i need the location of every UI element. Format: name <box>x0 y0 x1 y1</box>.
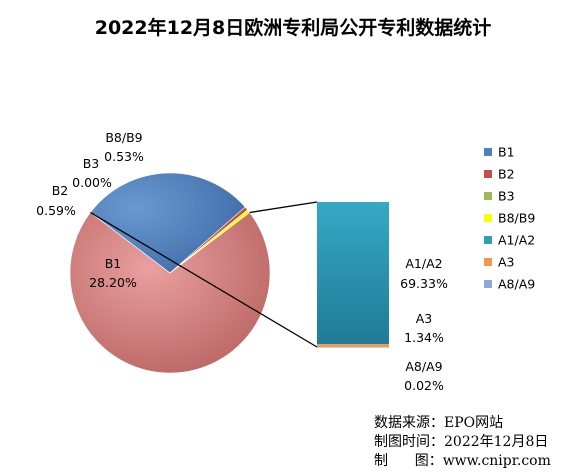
pie-percent-b1: 28.20% <box>89 275 137 290</box>
bar-segment-a3 <box>317 344 389 347</box>
source-line-2: 制图时间：2022年12月8日 <box>374 434 548 450</box>
pie-slice-other <box>69 212 271 374</box>
pie-percent-b3: 0.00% <box>72 175 112 190</box>
pie-slice-b1 <box>89 172 246 274</box>
legend-label-a1-a2: A1/A2 <box>498 233 535 248</box>
legend-swatch-b3 <box>484 192 492 200</box>
legend-swatch-b1 <box>484 148 492 156</box>
legend: B1 B2 B3 B8/B9 A1/A2 A3 A8/A9 <box>484 145 535 292</box>
bar-label-a8-a9: A8/A9 <box>405 359 442 374</box>
pie-group: B1 28.20% B2 0.59% B3 0.00% B8/B9 0.53% <box>36 130 271 374</box>
legend-label-b3: B3 <box>498 189 515 204</box>
source-line-1: 数据来源：EPO网站 <box>374 415 503 431</box>
bar-percent-a3: 1.34% <box>404 330 444 345</box>
legend-label-b1: B1 <box>498 145 515 160</box>
legend-label-b8-b9: B8/B9 <box>498 211 535 226</box>
bar-label-a3: A3 <box>416 311 433 326</box>
pie-label-b2: B2 <box>52 183 69 198</box>
source-block: 数据来源：EPO网站 制图时间：2022年12月8日 制 图：www.cnipr… <box>374 415 551 469</box>
bar-segment-a1-a2 <box>317 202 389 345</box>
connector-line-top <box>249 201 318 214</box>
legend-label-a3: A3 <box>498 255 515 270</box>
source-line-3: 制 图：www.cnipr.com <box>374 453 551 469</box>
legend-swatch-b8-b9 <box>484 214 492 222</box>
chart-title: 2022年12月8日欧洲专利局公开专利数据统计 <box>95 16 492 39</box>
bar-label-a1-a2: A1/A2 <box>405 256 442 271</box>
bar-group: A1/A2 69.33% A3 1.34% A8/A9 0.02% <box>90 201 448 393</box>
legend-swatch-b2 <box>484 170 492 178</box>
bar-percent-a1-a2: 69.33% <box>400 276 448 291</box>
bar-segment-a8-a9 <box>317 346 389 348</box>
legend-swatch-a8-a9 <box>484 280 492 288</box>
legend-label-a8-a9: A8/A9 <box>498 277 535 292</box>
legend-swatch-a3 <box>484 258 492 266</box>
connector-line-bottom <box>90 211 318 348</box>
pie-label-b8-b9: B8/B9 <box>105 130 142 145</box>
pie-label-b1: B1 <box>105 256 122 271</box>
bar-percent-a8-a9: 0.02% <box>404 378 444 393</box>
pie-percent-b8-b9: 0.53% <box>104 149 144 164</box>
legend-label-b2: B2 <box>498 167 515 182</box>
legend-swatch-a1-a2 <box>484 236 492 244</box>
pie-percent-b2: 0.59% <box>36 203 76 218</box>
pie-label-b3: B3 <box>83 156 100 171</box>
